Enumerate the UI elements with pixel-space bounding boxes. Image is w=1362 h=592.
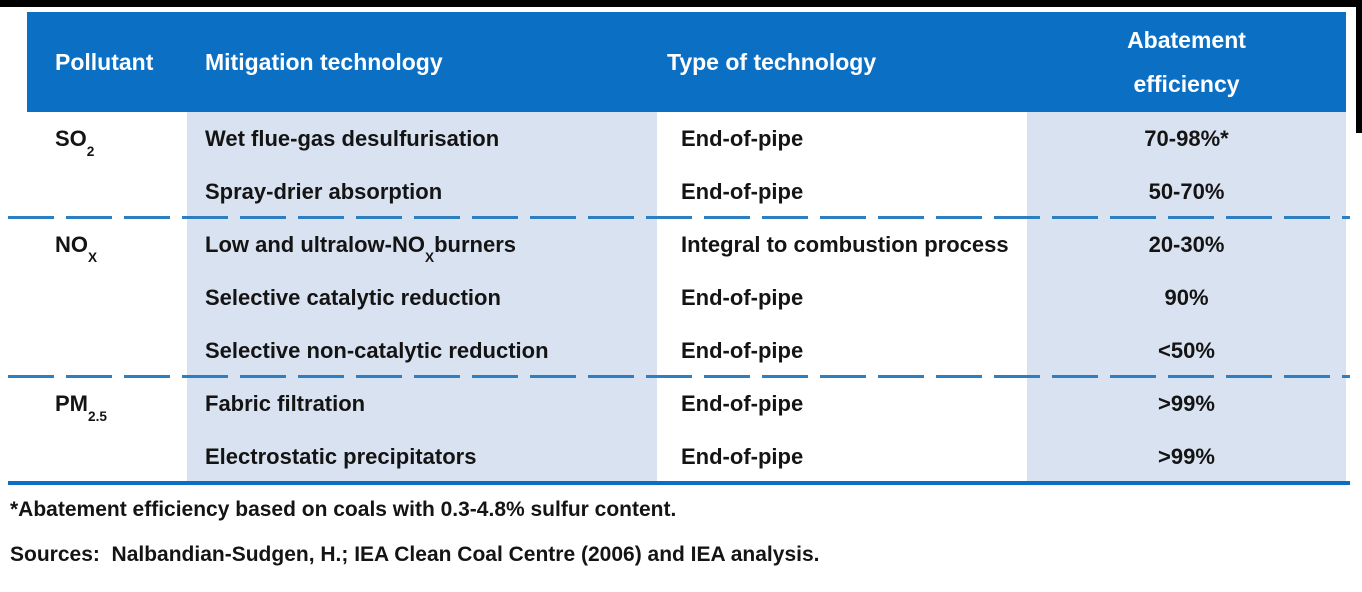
technology-cell: Electrostatic precipitators — [187, 430, 657, 483]
right-frame-bar — [1356, 0, 1362, 133]
group-separator-dashed — [8, 216, 1350, 219]
pollutant-symbol: SO — [55, 125, 87, 151]
column-header-pollutant: Pollutant — [27, 12, 187, 112]
type-cell: Integral to combustion process — [657, 218, 1027, 271]
efficiency-cell: 50-70% — [1027, 165, 1346, 218]
pollutant-symbol: NO — [55, 231, 88, 257]
efficiency-cell: 20-30% — [1027, 218, 1346, 271]
table-header-row: Pollutant Mitigation technology Type of … — [27, 12, 1346, 112]
technology-text: Spray-drier absorption — [205, 178, 443, 204]
pollutant-subscript: X — [88, 250, 98, 265]
group-separator-dashed — [8, 375, 1350, 378]
type-cell: End-of-pipe — [657, 324, 1027, 377]
technology-text: Wet flue-gas desulfurisation — [205, 125, 500, 151]
efficiency-cell: <50% — [1027, 324, 1346, 377]
pollutant-cell — [27, 324, 187, 377]
pollutant-cell — [27, 430, 187, 483]
pollutant-subscript: 2 — [86, 144, 95, 159]
technology-cell: Low and ultralow-NO X burners — [187, 218, 657, 271]
column-header-label: Type of technology — [667, 48, 877, 75]
technology-text: Selective catalytic reduction — [205, 284, 501, 310]
pollutant-cell: SO 2 — [27, 112, 187, 165]
column-header-type-of-technology: Type of technology — [657, 12, 1027, 112]
technology-cell: Fabric filtration — [187, 377, 657, 430]
pollutant-cell — [27, 271, 187, 324]
type-cell: End-of-pipe — [657, 271, 1027, 324]
pollutant-symbol: PM — [55, 390, 88, 416]
type-cell: End-of-pipe — [657, 430, 1027, 483]
technology-text: Fabric filtration — [205, 390, 366, 416]
technology-cell: Wet flue-gas desulfurisation — [187, 112, 657, 165]
type-cell: End-of-pipe — [657, 165, 1027, 218]
top-frame-bar — [0, 0, 1362, 7]
efficiency-cell: >99% — [1027, 430, 1346, 483]
table-row: Selective catalytic reduction End-of-pip… — [27, 271, 1346, 324]
table-row: PM 2.5 Fabric filtration End-of-pipe >99% — [27, 377, 1346, 430]
efficiency-cell: 70-98%* — [1027, 112, 1346, 165]
table-row: Electrostatic precipitators End-of-pipe … — [27, 430, 1346, 483]
column-header-label-line2: efficiency — [1133, 71, 1240, 97]
column-header-label: Mitigation technology — [205, 48, 443, 75]
technology-text: Selective non-catalytic reduction — [205, 337, 549, 363]
pollutant-cell: PM 2.5 — [27, 377, 187, 430]
technology-cell: Selective non-catalytic reduction — [187, 324, 657, 377]
technology-text: Low and ultralow-NO — [205, 231, 425, 257]
column-header-abatement-efficiency: Abatement efficiency — [1027, 12, 1346, 112]
table-row: SO 2 Wet flue-gas desulfurisation End-of-… — [27, 112, 1346, 165]
technology-cell: Selective catalytic reduction — [187, 271, 657, 324]
table-row: Spray-drier absorption End-of-pipe 50-70… — [27, 165, 1346, 218]
table-bottom-rule — [8, 481, 1350, 485]
technology-cell: Spray-drier absorption — [187, 165, 657, 218]
column-header-label: Pollutant — [55, 48, 154, 75]
table-row: NO X Low and ultralow-NO X burners Integra… — [27, 218, 1346, 271]
efficiency-cell: >99% — [1027, 377, 1346, 430]
footnote-sources: Sources: Nalbandian-Sudgen, H.; IEA Clea… — [10, 543, 820, 566]
pollutant-subscript: 2.5 — [88, 409, 107, 424]
efficiency-cell: 90% — [1027, 271, 1346, 324]
column-header-label-line1: Abatement — [1127, 27, 1246, 53]
column-header-mitigation-technology: Mitigation technology — [187, 12, 657, 112]
type-cell: End-of-pipe — [657, 377, 1027, 430]
technology-text-post: burners — [434, 231, 517, 257]
type-cell: End-of-pipe — [657, 112, 1027, 165]
footnote-asterisk: *Abatement efficiency based on coals wit… — [10, 498, 677, 521]
technology-text: Electrostatic precipitators — [205, 443, 477, 469]
technology-subscript: X — [425, 250, 435, 265]
pollutant-table: Pollutant Mitigation technology Type of … — [27, 12, 1346, 483]
pollutant-cell: NO X — [27, 218, 187, 271]
table-row: Selective non-catalytic reduction End-of… — [27, 324, 1346, 377]
pollutant-cell — [27, 165, 187, 218]
